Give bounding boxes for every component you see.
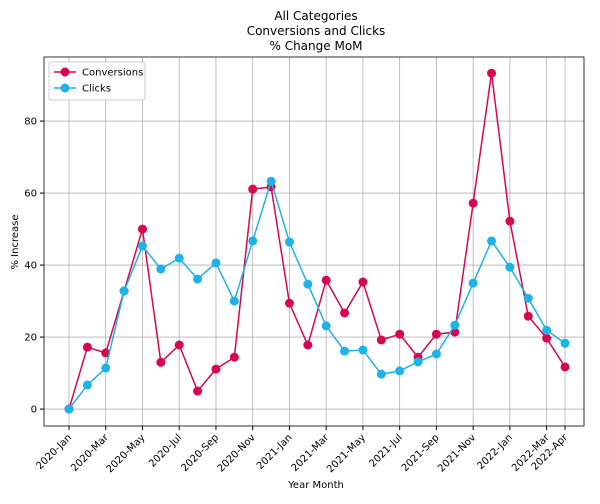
legend: Conversions Clicks	[48, 61, 146, 101]
x-tick-label: 2021-Sep	[400, 432, 442, 474]
data-point	[303, 340, 313, 350]
data-point	[229, 352, 239, 362]
x-axis-label: Year Month	[287, 480, 344, 491]
x-tick-label: 2020-Jul	[147, 432, 184, 469]
data-point	[137, 241, 147, 251]
legend-label: Conversions	[82, 68, 143, 79]
data-point	[174, 253, 184, 263]
data-point	[431, 349, 441, 359]
series-line	[68, 73, 566, 410]
data-point	[395, 366, 405, 376]
data-point	[523, 311, 533, 321]
chart-title: % Change MoM	[269, 39, 362, 53]
x-tick-label: 2020-May	[105, 432, 148, 475]
data-point	[101, 363, 111, 373]
legend-marker	[60, 83, 70, 93]
data-point	[211, 364, 221, 374]
data-point	[468, 198, 478, 208]
data-point	[321, 275, 331, 285]
data-point	[542, 333, 552, 343]
legend-marker	[60, 67, 70, 77]
data-point	[156, 264, 166, 274]
data-point	[413, 357, 423, 367]
data-point	[395, 329, 405, 339]
data-point	[505, 216, 515, 226]
data-point	[64, 404, 74, 414]
data-point	[303, 279, 313, 289]
y-tick-label: 80	[24, 117, 37, 128]
data-point	[284, 298, 294, 308]
x-tick-label: 2021-Nov	[436, 432, 478, 474]
x-tick-label: 2021-May	[325, 432, 368, 475]
data-point	[137, 224, 147, 234]
data-point	[340, 346, 350, 356]
data-point	[340, 308, 350, 318]
data-point	[487, 68, 497, 78]
data-point	[266, 176, 276, 186]
data-point	[487, 236, 497, 246]
x-tick-label: 2021-Jul	[368, 432, 405, 469]
data-point	[523, 293, 533, 303]
data-point	[211, 258, 221, 268]
data-point	[248, 236, 258, 246]
data-point	[560, 362, 570, 372]
data-point	[358, 345, 368, 355]
data-point	[193, 386, 203, 396]
legend-label: Clicks	[82, 84, 111, 95]
data-point	[174, 340, 184, 350]
data-point	[560, 338, 570, 348]
data-point	[321, 321, 331, 331]
data-point	[376, 369, 386, 379]
data-point	[358, 277, 368, 287]
data-point	[156, 357, 166, 367]
y-tick-label: 40	[24, 261, 37, 272]
data-point	[468, 278, 478, 288]
data-point	[542, 325, 552, 335]
data-point	[82, 380, 92, 390]
data-point	[505, 262, 515, 272]
data-point	[101, 348, 111, 358]
chart-title: All Categories	[274, 9, 357, 23]
x-tick-label: 2020-Sep	[179, 432, 221, 474]
data-point	[119, 286, 129, 296]
plot-frame	[43, 56, 585, 427]
data-point	[248, 184, 258, 194]
y-tick-label: 0	[31, 405, 37, 416]
data-point	[376, 335, 386, 345]
data-point	[229, 296, 239, 306]
series-line	[68, 178, 566, 410]
data-point	[431, 329, 441, 339]
data-point	[284, 237, 294, 247]
data-point	[82, 342, 92, 352]
data-point	[193, 274, 203, 284]
y-tick-label: 20	[24, 333, 37, 344]
y-axis-label: % Increase	[10, 215, 21, 270]
y-tick-label: 60	[24, 189, 37, 200]
data-point	[450, 320, 460, 330]
x-tick-label: 2020-Nov	[216, 432, 258, 474]
chart-title: Conversions and Clicks	[247, 24, 386, 38]
